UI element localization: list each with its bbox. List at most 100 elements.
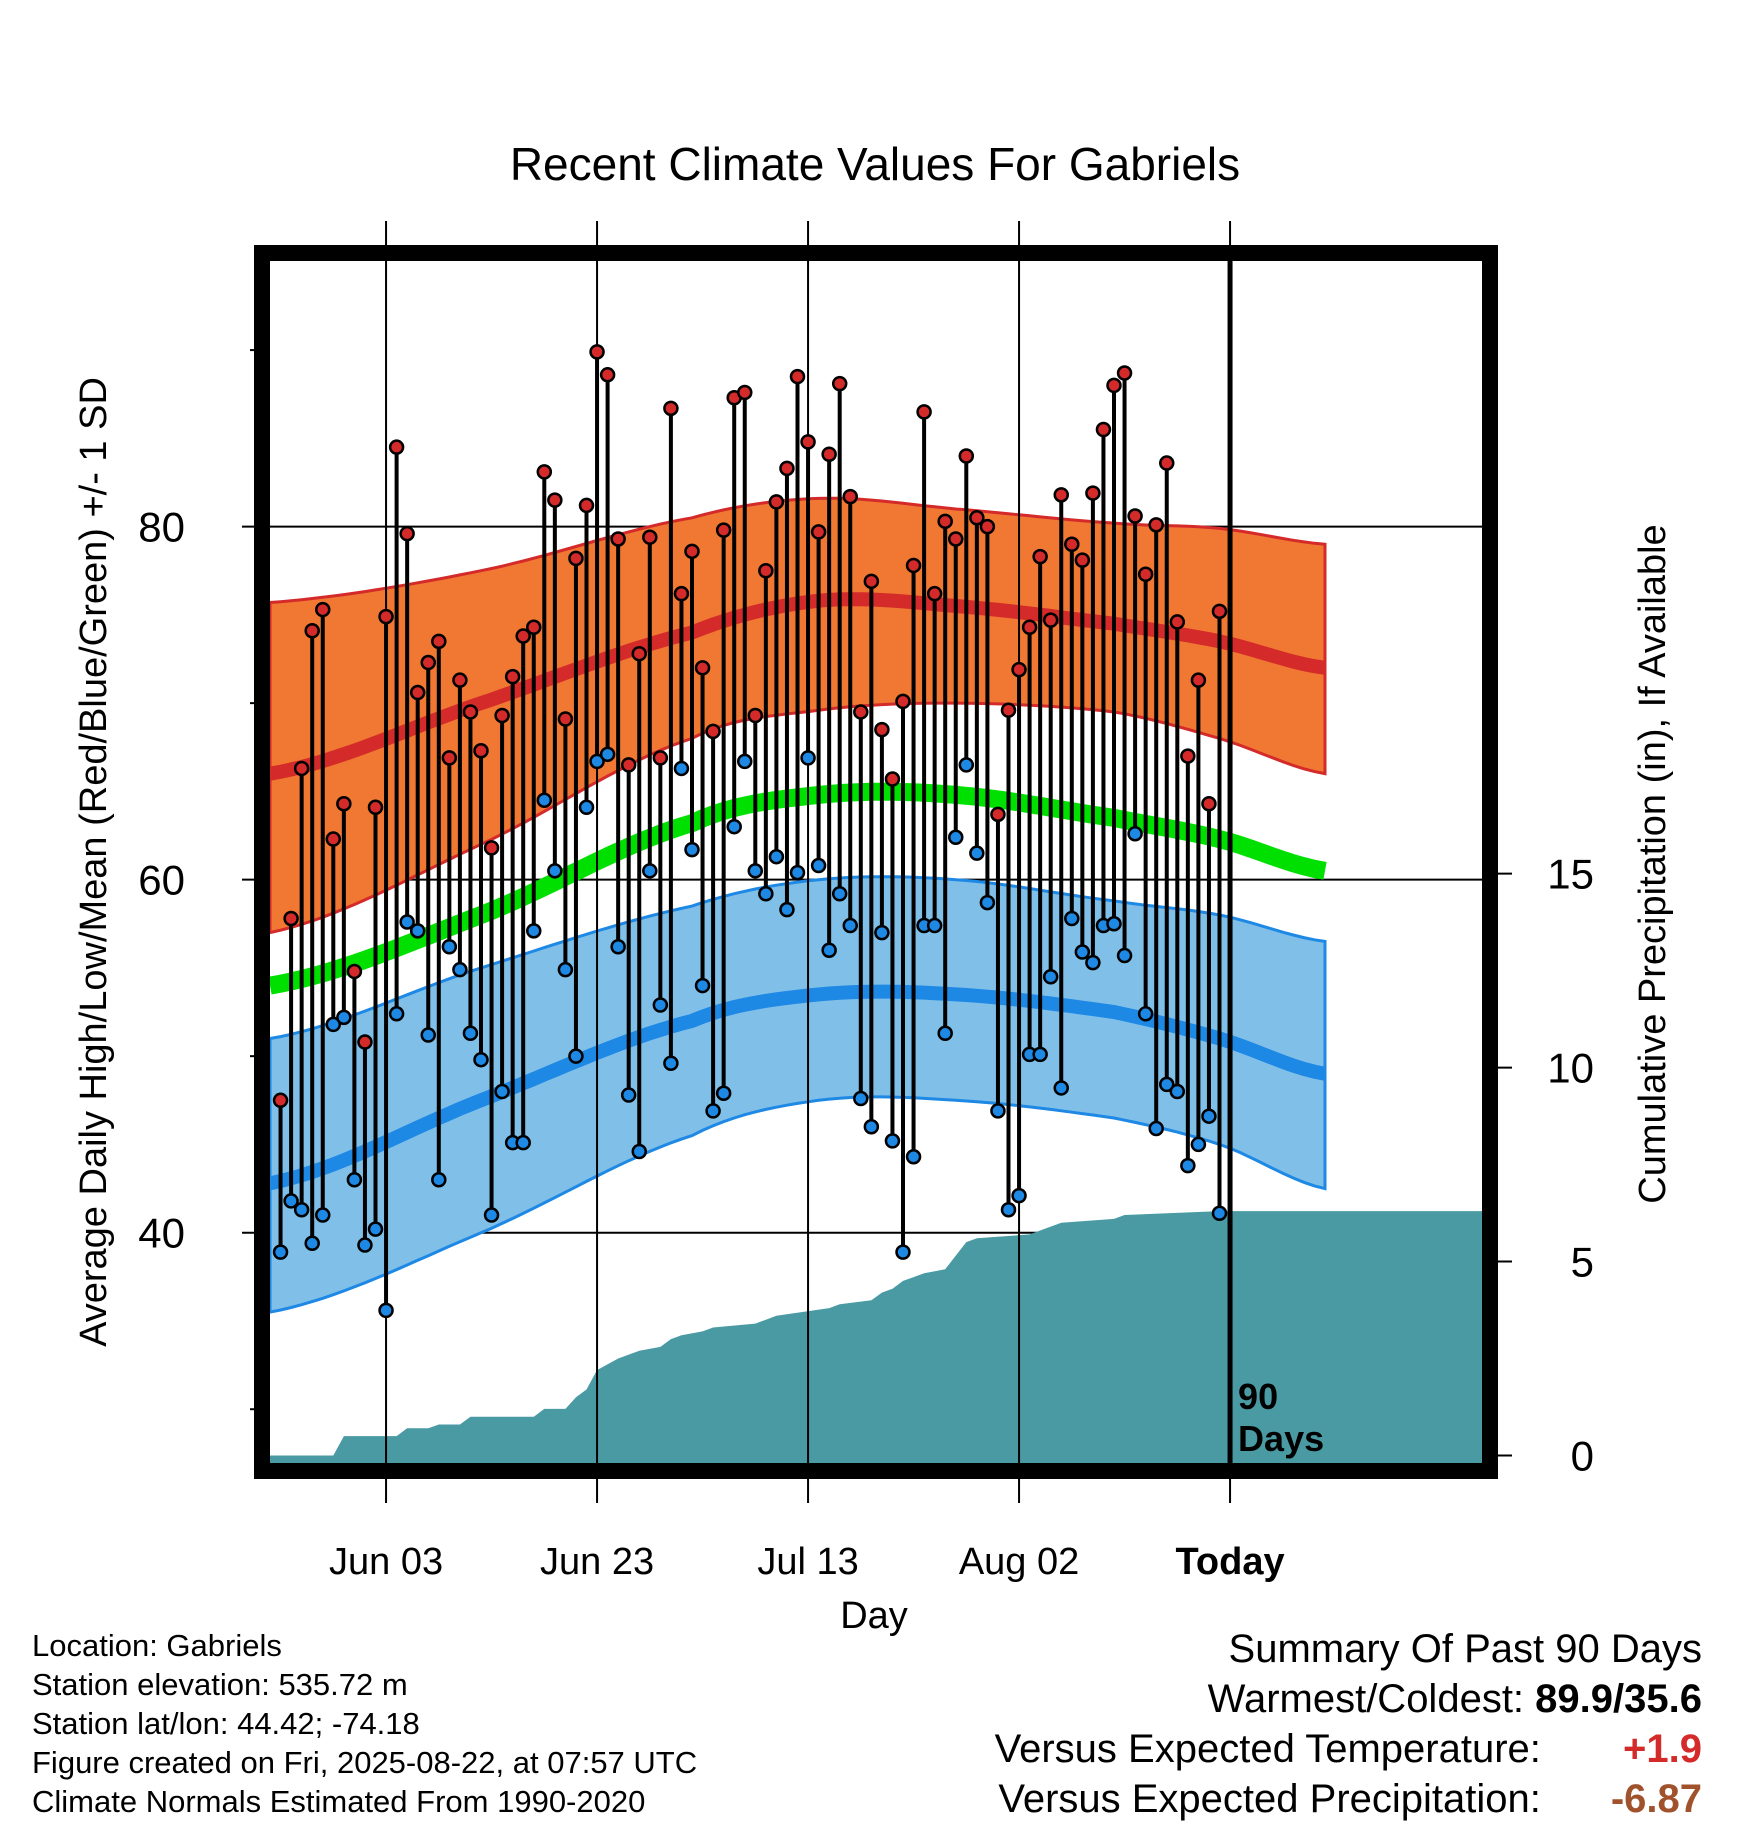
cumulative-precip-area xyxy=(270,1211,1490,1471)
high-point xyxy=(272,1092,289,1109)
high-point xyxy=(895,693,911,710)
low-point xyxy=(831,886,848,902)
low-point xyxy=(515,1134,531,1151)
created-text: Figure created on Fri, 2025-08-22, at 07… xyxy=(32,1745,698,1780)
high-point xyxy=(473,743,489,759)
high-point xyxy=(831,375,848,392)
low-point xyxy=(526,923,542,939)
low-point xyxy=(441,938,458,955)
high-point xyxy=(1106,377,1122,394)
low-point xyxy=(1159,1076,1175,1093)
high-point xyxy=(336,795,352,812)
y-axis-label: Average Daily High/Low/Mean (Red/Blue/Gr… xyxy=(73,377,115,1347)
high-point xyxy=(388,439,405,455)
warmest-coldest-value: 89.9/35.6 xyxy=(1535,1677,1702,1721)
y-tick-label: 40 xyxy=(138,1210,185,1257)
low-point xyxy=(810,857,827,874)
low-point xyxy=(283,1193,299,1209)
low-point xyxy=(557,961,574,978)
y2-axis-label: Cumulative Precipitation (in), If Availa… xyxy=(1632,524,1674,1203)
high-point xyxy=(452,672,468,688)
low-point xyxy=(589,753,605,770)
high-point xyxy=(652,750,669,766)
high-point xyxy=(737,384,753,401)
high-point xyxy=(1159,455,1175,471)
high-point xyxy=(399,525,415,542)
high-point xyxy=(642,529,658,545)
y-tick-label: 60 xyxy=(138,857,185,904)
low-point xyxy=(388,1006,405,1022)
normals-text: Climate Normals Estimated From 1990-2020 xyxy=(32,1784,646,1819)
high-point xyxy=(884,771,901,787)
high-point xyxy=(1074,552,1091,568)
low-point xyxy=(642,863,658,879)
low-point xyxy=(620,1087,637,1103)
high-point xyxy=(990,806,1006,823)
x-tick-label: Jul 13 xyxy=(757,1541,858,1583)
summary-title: Summary Of Past 90 Days xyxy=(1228,1627,1702,1671)
low-point xyxy=(631,1143,647,1160)
low-point xyxy=(990,1103,1006,1119)
high-point xyxy=(620,757,637,773)
low-point xyxy=(431,1171,447,1188)
high-point xyxy=(810,524,827,540)
high-point xyxy=(283,910,299,927)
low-point xyxy=(473,1051,489,1068)
high-point xyxy=(367,799,384,816)
high-point xyxy=(1021,619,1038,635)
high-point xyxy=(589,344,605,360)
high-point xyxy=(304,623,320,639)
high-point xyxy=(1011,661,1027,678)
high-point xyxy=(758,562,774,579)
high-point xyxy=(1042,612,1059,628)
y-tick-label: 80 xyxy=(138,504,185,551)
high-point xyxy=(969,510,985,526)
low-point xyxy=(1042,968,1059,985)
low-point xyxy=(610,938,626,955)
y2-tick-label: 15 xyxy=(1547,851,1594,898)
low-point xyxy=(272,1244,289,1260)
low-point xyxy=(325,1016,342,1033)
high-point xyxy=(905,557,922,574)
low-point xyxy=(1000,1201,1017,1218)
low-point xyxy=(409,923,426,939)
warmest-coldest-label: Warmest/Coldest: xyxy=(1207,1677,1525,1721)
low-point xyxy=(1053,1080,1069,1096)
high-point xyxy=(357,1034,373,1050)
high-point xyxy=(1053,487,1069,503)
low-point xyxy=(694,977,711,994)
low-point xyxy=(357,1237,373,1253)
low-point xyxy=(652,997,669,1013)
high-point xyxy=(420,654,436,671)
low-point xyxy=(599,746,616,763)
high-point xyxy=(1000,702,1017,718)
low-point xyxy=(1085,954,1101,971)
temp-departure-row: Versus Expected Temperature: +1.9 xyxy=(995,1724,1702,1774)
today-days-line: Days xyxy=(1238,1418,1324,1459)
high-point xyxy=(1190,672,1207,688)
low-point xyxy=(293,1201,310,1218)
low-point xyxy=(673,760,690,777)
today-days-line: 90 xyxy=(1238,1376,1278,1417)
x-tick-label: Aug 02 xyxy=(959,1541,1079,1583)
high-point xyxy=(1085,485,1101,501)
high-point xyxy=(937,513,953,530)
low-point xyxy=(874,924,890,941)
low-point xyxy=(1190,1136,1207,1153)
high-point xyxy=(948,531,964,547)
y2-tick-label: 5 xyxy=(1571,1239,1594,1286)
high-point xyxy=(1180,748,1196,764)
summary-panel: Summary Of Past 90 Days Warmest/Coldest:… xyxy=(995,1624,1702,1824)
high-point xyxy=(694,660,711,676)
low-point xyxy=(768,848,785,865)
low-point xyxy=(863,1119,880,1135)
plot-frame xyxy=(254,245,1498,1479)
high-point xyxy=(747,707,764,724)
high-point xyxy=(684,543,700,560)
x-tick-label: Jun 03 xyxy=(329,1541,443,1583)
high-point xyxy=(431,633,447,650)
high-point xyxy=(462,704,479,720)
low-point xyxy=(452,961,468,978)
low-point xyxy=(937,1025,953,1041)
